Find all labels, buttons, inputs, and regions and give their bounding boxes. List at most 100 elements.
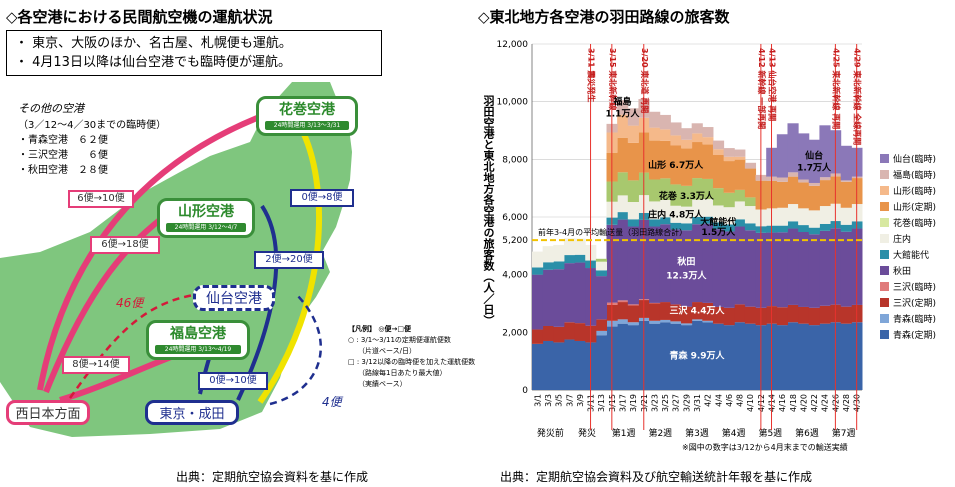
area-segment [532, 251, 544, 268]
legend-item: 山形(定期) [880, 198, 952, 214]
legend-label: 大館能代 [893, 250, 930, 261]
area-segment [617, 323, 629, 390]
area-segment [819, 223, 831, 231]
area-segment [691, 199, 703, 217]
area-segment [627, 226, 639, 305]
area-segment [787, 204, 799, 222]
y-tick-label: 12,000 [497, 40, 529, 50]
legend-label: 秋田 [893, 266, 912, 277]
annotation-label: 福島 [612, 95, 631, 107]
legend-swatch [880, 153, 889, 163]
x-tick-label: 4/28 [842, 394, 851, 412]
japan-map [0, 82, 392, 442]
event-label: 4/13 仙台空港 再開 [768, 48, 778, 121]
area-segment [659, 224, 671, 303]
area-segment [670, 205, 682, 223]
bullet-2: ・ 4月13日以降は仙台空港でも臨時便が運航。 [15, 55, 291, 70]
other-airports-block: その他の空港 （3／12～4／30までの臨時便） ・青森空港 ６２便 ・三沢空港… [18, 100, 167, 176]
area-segment [617, 319, 629, 324]
area-segment [734, 149, 746, 157]
area-segment [702, 144, 714, 179]
map-legend-line3: □ : 3/12以降の臨時便を加えた運航便数 [348, 358, 476, 366]
other-airports-heading: その他の空港 [18, 102, 84, 115]
x-group-label: 第2週 [648, 427, 672, 439]
area-segment [681, 148, 693, 186]
area-segment [595, 335, 608, 390]
area-segment [617, 219, 629, 301]
tag-west-hanamaki: 6便→10便 [68, 190, 134, 208]
legend-swatch [880, 169, 889, 179]
x-tick-label: 3/13 [597, 394, 606, 412]
area-segment [702, 302, 714, 321]
map-legend-line5: （実績ベース） [358, 380, 407, 388]
map-legend: 【凡例】 ◎便→□便 ○ : 3/1～3/11の定期便運航便数 （片道ベース/日… [348, 324, 508, 390]
other-airport-misawa: ・三沢空港 ６便 [18, 150, 108, 161]
y-tick-label: 8,000 [502, 155, 528, 165]
area-segment [595, 276, 608, 320]
airport-hanamaki-hours: 24時間運用 3/13～3/31 [265, 121, 349, 130]
legend-swatch [880, 329, 889, 339]
area-segment [808, 307, 820, 326]
chart-average-line: 前年3-4月の平均輸送量（羽田路線合計） 5,200 [502, 227, 862, 246]
x-tick-label: 3/3 [544, 394, 553, 407]
area-segment [681, 306, 693, 324]
x-tick-label: 4/18 [789, 394, 798, 412]
tag-west-sendai: 46便 [116, 296, 144, 310]
area-segment [819, 323, 831, 390]
area-segment [553, 326, 565, 343]
annotation-label: 大館能代 [700, 216, 736, 228]
x-group-label: 第6週 [795, 427, 819, 439]
y-tick-label: 4,000 [502, 271, 528, 281]
area-segment [702, 320, 714, 323]
area-segment [542, 269, 554, 326]
area-segment [702, 199, 714, 217]
event-label: 4/29 東北新幹線 全線再開 [853, 48, 863, 145]
area-segment [712, 155, 725, 189]
x-tick-label: 3/25 [661, 394, 670, 412]
other-airport-aomori: ・青森空港 ６２便 [18, 135, 108, 146]
chart-areas [532, 99, 863, 390]
area-segment [649, 140, 661, 180]
area-segment [532, 267, 544, 275]
area-segment [787, 322, 799, 390]
area-segment [691, 217, 703, 225]
area-segment [617, 212, 629, 220]
area-segment [670, 145, 682, 185]
route-tokyo-sendai [269, 295, 323, 406]
area-segment [649, 226, 661, 303]
legend-item: 福島(臨時) [880, 166, 952, 182]
legend-label: 青森(定期) [893, 330, 937, 341]
bullet-1: ・ 東京、大阪のほか、名古屋、札幌便も運航。 [15, 36, 292, 51]
area-segment [776, 181, 788, 208]
area-segment [574, 323, 586, 341]
area-segment [776, 134, 788, 178]
area-segment [532, 343, 544, 390]
legend-item: 仙台(臨時) [880, 150, 952, 166]
area-segment [723, 156, 735, 162]
legend-item: 青森(定期) [880, 326, 952, 342]
chart-footnote: ※図中の数字は3/12から4月末までの輸送実績 [682, 443, 848, 452]
other-airports-period: （3／12～4／30までの臨時便） [18, 120, 167, 131]
area-segment [734, 159, 746, 190]
area-segment [659, 322, 671, 390]
area-segment [595, 330, 608, 336]
area-segment [776, 207, 788, 226]
area-segment [734, 226, 746, 305]
average-tick-label: 5,200 [502, 236, 528, 246]
origin-west-japan: 西日本方面 [6, 400, 90, 425]
area-segment [840, 207, 852, 225]
area-segment [595, 258, 608, 262]
area-segment [649, 201, 661, 220]
area-segment [723, 192, 735, 208]
area-segment [627, 125, 639, 143]
legend-swatch [880, 297, 889, 307]
area-segment [808, 182, 820, 186]
area-segment [787, 172, 799, 177]
area-segment [798, 323, 810, 390]
airport-yamagata-hours: 24時間運用 3/12～4/7 [166, 223, 246, 232]
area-segment [798, 182, 810, 209]
area-segment [744, 168, 757, 198]
x-tick-label: 3/23 [650, 394, 659, 412]
area-segment [691, 319, 703, 321]
legend-label: 庄内 [893, 234, 912, 245]
